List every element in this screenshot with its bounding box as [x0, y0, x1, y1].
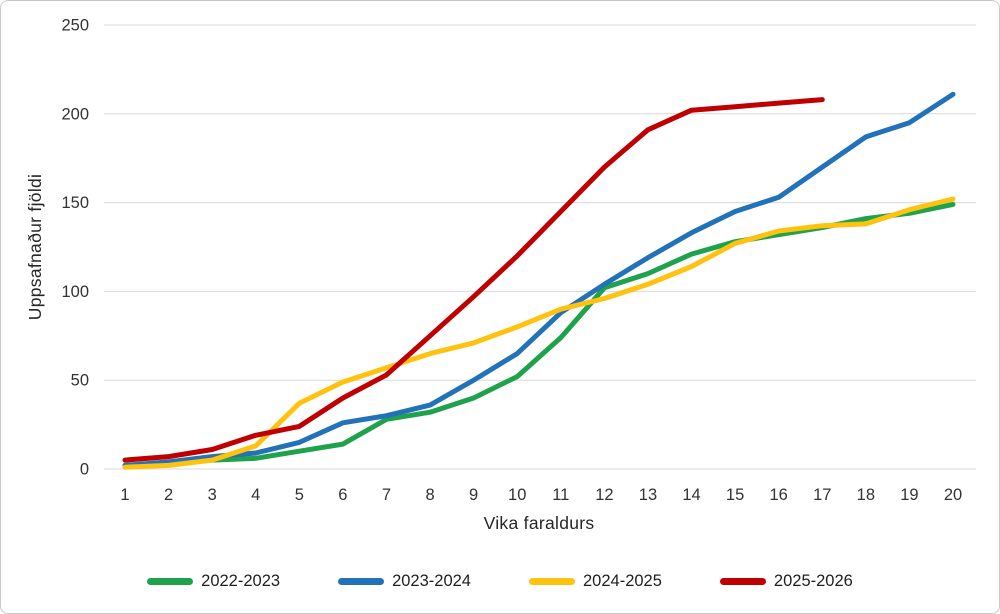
x-tick-label: 6	[338, 486, 347, 504]
series-line-2024-2025	[122, 196, 956, 470]
y-tick-label: 50	[71, 372, 89, 390]
legend-item-2024-2025: 2024-2025	[529, 572, 662, 591]
legend-label: 2024-2025	[583, 572, 662, 590]
x-tick-label: 17	[813, 486, 831, 504]
x-tick-label: 3	[208, 486, 217, 504]
x-tick-label: 5	[295, 486, 304, 504]
x-axis-title: Vika faraldurs	[484, 513, 595, 533]
x-tick-label: 18	[857, 486, 875, 504]
y-tick-label: 200	[61, 105, 89, 123]
y-tick-label: 100	[61, 283, 89, 301]
x-tick-label: 19	[900, 486, 918, 504]
x-tick-label: 2	[164, 486, 173, 504]
x-tick-label: 14	[682, 486, 700, 504]
legend-swatch	[147, 578, 194, 585]
series-line-2025-2026	[122, 97, 825, 463]
x-tick-label: 16	[770, 486, 788, 504]
series-line-2023-2024	[122, 91, 956, 468]
x-tick-label: 13	[639, 486, 657, 504]
x-tick-label: 7	[382, 486, 391, 504]
series-layer	[122, 91, 956, 470]
legend: 2022-2023 2023-2024 2024-2025 2025-2026	[1, 572, 999, 591]
legend-swatch	[719, 578, 766, 585]
x-tick-label: 4	[251, 486, 260, 504]
grid-layer	[104, 24, 976, 470]
y-tick-label: 250	[61, 17, 89, 35]
x-tick-label: 1	[120, 486, 129, 504]
x-tick-label: 20	[944, 486, 962, 504]
x-tick-label: 11	[552, 486, 569, 504]
y-tick-label: 150	[61, 194, 89, 212]
legend-label: 2022-2023	[201, 572, 281, 590]
y-axis-title: Uppsafnaður fjöldi	[25, 174, 45, 320]
x-tick-label: 12	[595, 486, 613, 504]
legend-label: 2023-2024	[392, 572, 471, 590]
x-tick-label: 10	[508, 486, 526, 504]
y-tick-label: 0	[80, 461, 89, 479]
x-tick-label: 8	[425, 486, 434, 504]
legend-swatch	[529, 578, 575, 585]
legend-item-2023-2024: 2023-2024	[338, 572, 471, 591]
legend-swatch	[338, 578, 385, 585]
x-tick-label: 15	[726, 486, 744, 504]
legend-label: 2025-2026	[773, 572, 853, 590]
legend-item-2022-2023: 2022-2023	[147, 572, 280, 591]
x-tick-label: 9	[469, 486, 478, 504]
legend-item-2025-2026: 2025-2026	[719, 572, 853, 591]
